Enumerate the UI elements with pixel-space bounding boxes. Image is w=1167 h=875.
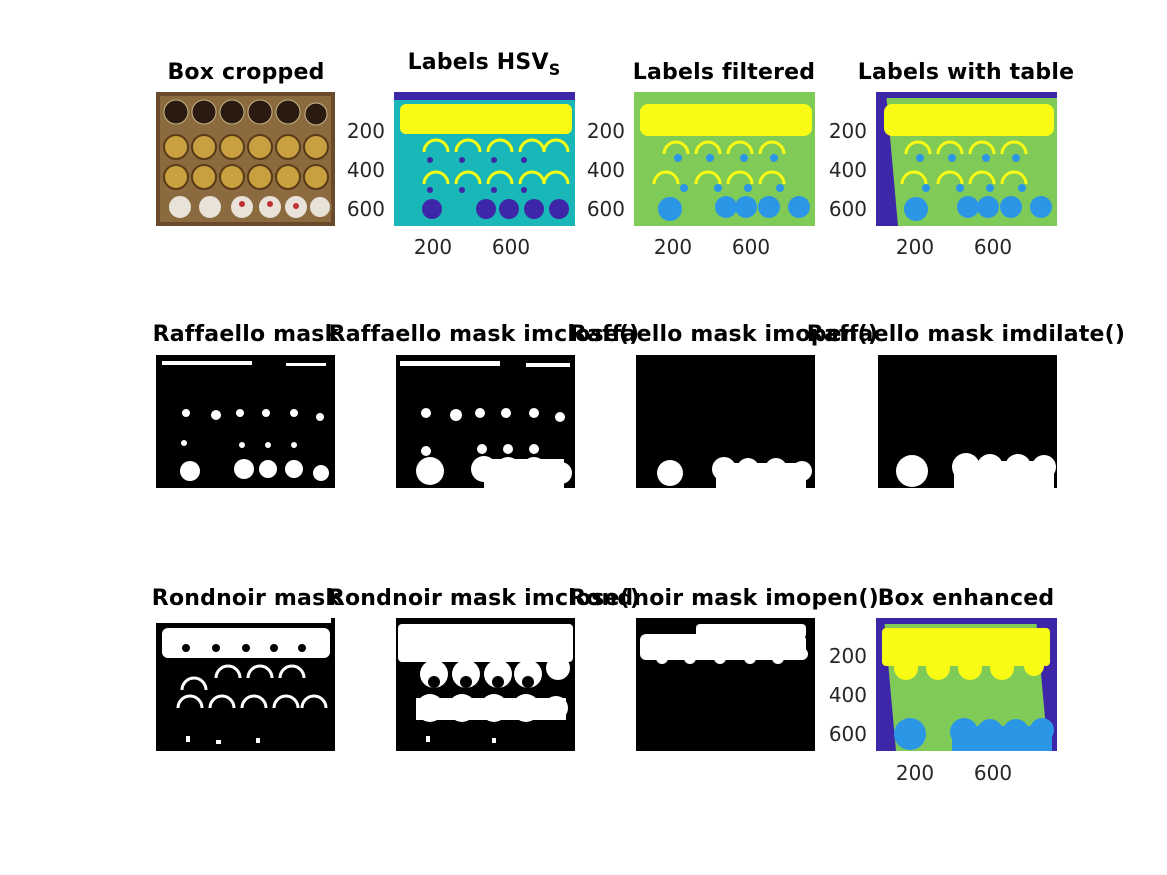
raffaello-imdilate-image — [878, 355, 1057, 488]
labels-with-table-ytick: 200 — [828, 119, 867, 143]
rondnoir-imclose-title: Rondnoir mask imclose() — [327, 586, 641, 611]
labels-with-table-xtick: 600 — [973, 235, 1013, 259]
labels-hsv-xtick: 600 — [491, 235, 531, 259]
box-enhanced-image — [876, 618, 1057, 751]
raffaello-imclose-title: Raffaello mask imclose() — [328, 322, 640, 347]
labels-with-table-ytick: 400 — [828, 158, 867, 182]
rondnoir-mask-image — [156, 618, 335, 751]
raffaello-imdilate-title: Raffaello mask imdilate() — [806, 322, 1126, 347]
rondnoir-imclose-image — [396, 618, 575, 751]
labels-with-table-ytick: 600 — [828, 197, 867, 221]
labels-hsv-xtick: 200 — [413, 235, 453, 259]
labels-with-table-title: Labels with table — [857, 60, 1075, 85]
raffaello-mask-image — [156, 355, 335, 488]
raffaello-mask-title: Raffaello mask — [152, 322, 340, 347]
labels-filtered-title: Labels filtered — [632, 60, 816, 85]
rondnoir-imopen-title: Rondnoir mask imopen() — [569, 586, 879, 611]
labels-hsv-title: Labels HSVS — [407, 50, 561, 79]
labels-with-table-xtick: 200 — [895, 235, 935, 259]
box-enhanced-ytick: 200 — [828, 644, 867, 668]
labels-hsv-ytick: 200 — [346, 119, 385, 143]
labels-hsv-ytick: 600 — [346, 197, 385, 221]
labels-filtered-ytick: 200 — [586, 119, 625, 143]
labels-filtered-ytick: 600 — [586, 197, 625, 221]
box-cropped-title: Box cropped — [167, 60, 325, 85]
box-enhanced-ytick: 400 — [828, 683, 867, 707]
raffaello-imclose-image — [396, 355, 575, 488]
box-enhanced-ytick: 600 — [828, 722, 867, 746]
box-enhanced-title: Box enhanced — [877, 586, 1055, 611]
box-enhanced-xtick: 600 — [973, 761, 1013, 785]
raffaello-imopen-image — [636, 355, 815, 488]
box-cropped-image — [156, 92, 335, 226]
box-enhanced-xtick: 200 — [895, 761, 935, 785]
rondnoir-mask-title: Rondnoir mask — [151, 586, 341, 611]
labels-filtered-xtick: 600 — [731, 235, 771, 259]
labels-hsv-ytick: 400 — [346, 158, 385, 182]
labels-hsv-subscript: S — [548, 60, 561, 79]
labels-filtered-image — [634, 92, 815, 226]
rondnoir-imopen-image — [636, 618, 815, 751]
raffaello-imopen-title: Raffaello mask imopen() — [569, 322, 879, 347]
labels-filtered-ytick: 400 — [586, 158, 625, 182]
labels-hsv-image — [394, 92, 575, 226]
labels-filtered-xtick: 200 — [653, 235, 693, 259]
labels-with-table-image — [876, 92, 1057, 226]
